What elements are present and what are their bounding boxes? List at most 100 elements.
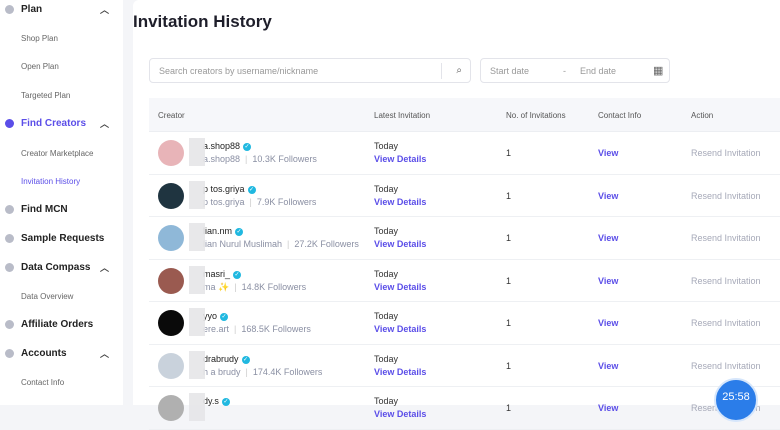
invitation-count: 1 bbox=[506, 190, 512, 201]
verified-icon: ✓ bbox=[235, 228, 244, 236]
creator-meta: ma ✨ | 14.8K Followers bbox=[203, 281, 307, 292]
date-separator: - bbox=[563, 66, 566, 76]
plan-icon bbox=[5, 4, 14, 14]
sidebar-item[interactable]: Data Compass ︿ bbox=[0, 253, 123, 281]
sidebar-item[interactable]: Accounts ︿ bbox=[0, 339, 123, 367]
sidebar-subitem[interactable]: Shop Plan bbox=[21, 33, 58, 43]
verified-icon: ✓ bbox=[241, 355, 250, 364]
table-row: p tos.griya ✓ p tos.griya | 7.9K Followers … bbox=[149, 175, 780, 217]
resend-invitation-button[interactable]: Resend Invitation bbox=[691, 233, 761, 243]
avatar[interactable] bbox=[158, 140, 184, 166]
avatar[interactable] bbox=[158, 182, 184, 209]
creator-username[interactable]: dy.s ✓ bbox=[203, 396, 230, 406]
sidebar-item[interactable]: Affiliate Orders bbox=[0, 311, 123, 339]
header-count: No. of Invitations bbox=[506, 111, 566, 120]
creator-username[interactable]: drabrudy ✓ bbox=[203, 353, 250, 364]
table-row: a.shop88 ✓ a.shop88 | 10.3K Followers Today… bbox=[149, 132, 780, 175]
header-contact: Contact Info bbox=[598, 111, 642, 120]
avatar[interactable] bbox=[158, 225, 184, 251]
sidebar-subitem[interactable]: Targeted Plan bbox=[21, 91, 71, 101]
creator-username[interactable]: masri_ ✓ bbox=[203, 268, 242, 279]
table-row: drabrudy ✓ h a brudy | 174.4K Followers Tod… bbox=[149, 345, 780, 387]
resend-invitation-button[interactable]: Resend Invitation bbox=[691, 148, 761, 158]
redaction bbox=[189, 265, 205, 294]
invitation-table: Creator Latest Invitation No. of Invitat… bbox=[149, 98, 780, 430]
invitation-count: 1 bbox=[506, 360, 512, 371]
latest-invitation: Today bbox=[374, 353, 399, 364]
creator-username[interactable]: yyo ✓ bbox=[203, 311, 229, 321]
redaction bbox=[189, 180, 205, 209]
redaction bbox=[189, 350, 205, 379]
verified-icon: ✓ bbox=[247, 185, 256, 194]
view-contact-link[interactable]: View bbox=[598, 190, 619, 201]
latest-invitation: Today bbox=[374, 226, 399, 236]
date-range-picker[interactable]: Start date - End date ▦ bbox=[480, 58, 670, 83]
sidebar-item[interactable]: Plan ︿ bbox=[0, 0, 123, 23]
resend-invitation-button[interactable]: Resend Invitation bbox=[691, 360, 761, 371]
sidebar-item[interactable]: Find MCN bbox=[0, 196, 123, 224]
sidebar-item[interactable]: Sample Requests bbox=[0, 225, 123, 253]
countdown-timer[interactable]: 25:58 bbox=[714, 378, 758, 422]
view-contact-link[interactable]: View bbox=[598, 275, 619, 286]
verified-icon: ✓ bbox=[233, 270, 242, 279]
resend-invitation-button[interactable]: Resend Invitation bbox=[691, 190, 761, 201]
latest-invitation: Today bbox=[374, 141, 399, 151]
accounts-icon bbox=[5, 348, 14, 358]
chevron-up-icon[interactable]: ︿ bbox=[99, 4, 109, 15]
invitation-count: 1 bbox=[506, 275, 512, 286]
avatar[interactable] bbox=[158, 310, 184, 336]
sidebar-subitem[interactable]: Open Plan bbox=[21, 62, 59, 72]
view-details-link[interactable]: View Details bbox=[374, 366, 427, 377]
redaction bbox=[189, 138, 205, 166]
view-details-link[interactable]: View Details bbox=[374, 239, 427, 249]
redaction bbox=[189, 223, 205, 251]
creator-meta: lian Nurul Muslimah | 27.2K Followers bbox=[203, 239, 359, 249]
creator-username[interactable]: p tos.griya ✓ bbox=[203, 183, 256, 194]
view-details-link[interactable]: View Details bbox=[374, 324, 427, 334]
sidebar-subitem[interactable]: Invitation History bbox=[21, 177, 81, 187]
find-creators-icon bbox=[5, 119, 14, 129]
chevron-up-icon[interactable]: ︿ bbox=[99, 119, 109, 130]
avatar[interactable] bbox=[158, 267, 184, 294]
sidebar-subitem[interactable]: Data Overview bbox=[21, 292, 74, 301]
table-row: masri_ ✓ ma ✨ | 14.8K Followers Today View … bbox=[149, 260, 780, 302]
sidebar-subitem[interactable]: Contact Info bbox=[21, 378, 65, 388]
latest-invitation: Today bbox=[374, 183, 399, 194]
view-details-link[interactable]: View Details bbox=[374, 196, 427, 207]
view-contact-link[interactable]: View bbox=[598, 318, 619, 328]
sidebar-item[interactable]: Find Creators ︿ bbox=[0, 110, 123, 138]
compass-icon bbox=[5, 262, 14, 272]
view-contact-link[interactable]: View bbox=[598, 360, 619, 371]
view-details-link[interactable]: View Details bbox=[374, 281, 427, 292]
view-contact-link[interactable]: View bbox=[598, 148, 619, 158]
latest-invitation: Today bbox=[374, 311, 399, 321]
avatar[interactable] bbox=[158, 395, 184, 421]
resend-invitation-button[interactable]: Resend Invitation bbox=[691, 275, 761, 286]
creator-username[interactable]: a.shop88 ✓ bbox=[203, 141, 252, 151]
search-icon[interactable]: ⌕ bbox=[456, 65, 462, 76]
table-row: yyo ✓ ere.art | 168.5K Followers Today View… bbox=[149, 302, 780, 345]
chevron-up-icon[interactable]: ︿ bbox=[99, 262, 109, 273]
view-details-link[interactable]: View Details bbox=[374, 409, 427, 419]
sidebar-subitem[interactable]: Creator Marketplace bbox=[21, 148, 94, 158]
sample-icon bbox=[5, 234, 14, 244]
avatar[interactable] bbox=[158, 352, 184, 379]
table-header: Creator Latest Invitation No. of Invitat… bbox=[149, 98, 780, 132]
latest-invitation: Today bbox=[374, 268, 399, 279]
view-details-link[interactable]: View Details bbox=[374, 154, 427, 164]
header-creator: Creator bbox=[158, 111, 185, 120]
resend-invitation-button[interactable]: Resend Invitation bbox=[691, 318, 761, 328]
search-input[interactable]: Search creators by username/nickname ⌕ bbox=[149, 58, 471, 83]
chevron-up-icon[interactable]: ︿ bbox=[99, 348, 109, 359]
invitation-count: 1 bbox=[506, 148, 512, 158]
table-row: dy.s✓ Today View Details 1 View Resend I… bbox=[149, 387, 780, 430]
calendar-icon[interactable]: ▦ bbox=[653, 65, 664, 77]
header-action: Action bbox=[691, 111, 714, 120]
end-date-input[interactable]: End date bbox=[580, 66, 617, 76]
creator-username[interactable]: lian.nm ✓ bbox=[203, 226, 244, 236]
verified-icon: ✓ bbox=[220, 313, 229, 321]
orders-icon bbox=[5, 320, 14, 330]
start-date-input[interactable]: Start date bbox=[490, 66, 530, 76]
view-contact-link[interactable]: View bbox=[598, 233, 619, 243]
verified-icon: ✓ bbox=[221, 398, 230, 406]
